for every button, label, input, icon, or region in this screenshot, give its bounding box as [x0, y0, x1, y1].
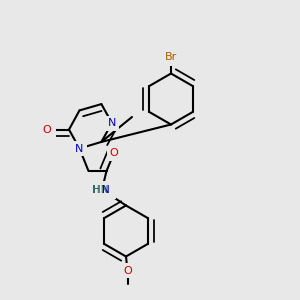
- FancyBboxPatch shape: [72, 141, 87, 156]
- FancyBboxPatch shape: [160, 48, 182, 66]
- Text: O: O: [42, 124, 51, 135]
- Text: HN: HN: [93, 184, 108, 195]
- Text: H: H: [92, 184, 100, 195]
- Text: O: O: [123, 266, 132, 276]
- FancyBboxPatch shape: [90, 181, 114, 198]
- Text: N: N: [102, 184, 110, 195]
- Text: Br: Br: [165, 52, 177, 62]
- FancyBboxPatch shape: [38, 121, 56, 139]
- Text: N: N: [108, 118, 116, 128]
- FancyBboxPatch shape: [88, 181, 116, 199]
- Text: O: O: [110, 148, 118, 158]
- Text: N: N: [75, 143, 84, 154]
- FancyBboxPatch shape: [106, 146, 122, 160]
- FancyBboxPatch shape: [104, 116, 119, 130]
- FancyBboxPatch shape: [120, 263, 135, 278]
